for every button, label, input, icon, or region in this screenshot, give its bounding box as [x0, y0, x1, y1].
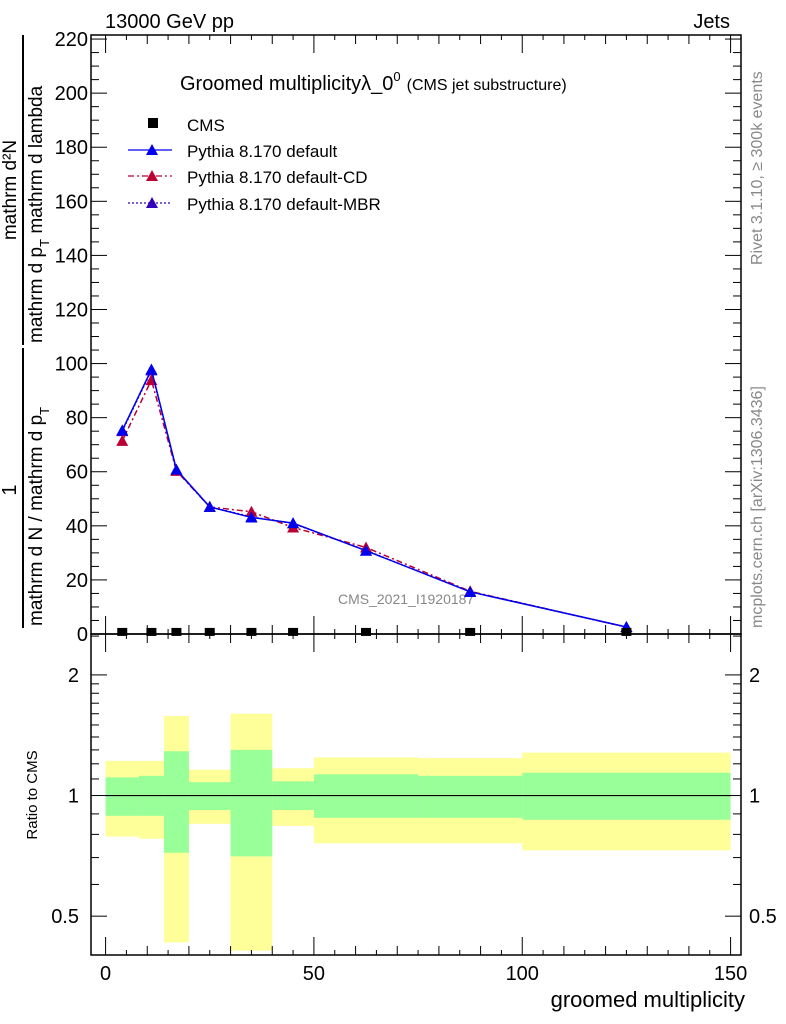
- header-energy: 13000 GeV pp: [105, 11, 234, 33]
- series-1-point: [203, 500, 216, 512]
- series-line-1: [121, 367, 627, 628]
- mcplots-label: mcplots.cern.ch [arXiv:1306.3436]: [749, 386, 766, 628]
- series-1-point: [464, 585, 477, 597]
- header-category: Jets: [693, 11, 730, 33]
- legend-label: Pythia 8.170 default: [187, 142, 338, 161]
- legend-triangle-marker: [146, 170, 158, 181]
- green-band-bin: [230, 749, 273, 857]
- y-tick-label: 200: [55, 83, 88, 105]
- x-tick-label: 150: [714, 963, 747, 985]
- green-band-bin: [418, 775, 523, 818]
- svg-text:mathrm d²N: mathrm d²N: [0, 140, 21, 240]
- cms-data-point: [171, 627, 182, 636]
- y-tick-label: 0: [77, 624, 88, 646]
- y-tick-label: 100: [55, 354, 88, 376]
- series-1-point: [360, 544, 372, 556]
- series-1-point: [245, 511, 258, 523]
- green-band-bin: [163, 751, 189, 853]
- legend: CMS Pythia 8.170 default Pythia 8.170 defa…: [128, 116, 381, 214]
- legend-label: Pythia 8.170 default-MBR: [187, 195, 381, 214]
- series-1-point: [170, 463, 183, 475]
- svg-text:1: 1: [0, 484, 21, 495]
- y-tick-label: 40: [66, 516, 88, 538]
- series-1-point: [287, 517, 300, 529]
- y-tick-label: 160: [55, 191, 88, 213]
- cms-data-point: [146, 627, 157, 636]
- cms-data-point: [117, 627, 128, 636]
- series-1-point: [116, 424, 129, 436]
- y-tick-label: 80: [66, 408, 88, 430]
- legend-label: CMS: [187, 116, 225, 135]
- legend-cms-marker: [148, 118, 158, 128]
- axes: 0 20 40 60 80 100 120 140 160 180 200 220 0 50 100 150 0…: [51, 29, 777, 985]
- y-tick-label: 20: [66, 570, 88, 592]
- y-tick-label: 120: [55, 299, 88, 321]
- green-band-bin: [105, 777, 139, 816]
- x-tick-label: 100: [506, 963, 539, 985]
- cms-data-point: [361, 627, 371, 636]
- series-2-point: [245, 505, 258, 517]
- ratio-bands: [105, 713, 731, 951]
- x-axis-label: groomed multiplicity: [551, 987, 745, 1012]
- legend-triangle-marker: [146, 144, 158, 155]
- series-line-3: [121, 368, 627, 628]
- ylabel-frac1-den: mathrm d N / mathrm d pT: [26, 407, 52, 626]
- ratio-y-tick-label: 1: [68, 786, 79, 808]
- ratio-y-tick-label: 0.5: [51, 906, 79, 928]
- main-y-axis-label: 1 mathrm d N / mathrm d pT mathrm d²N ma…: [0, 35, 52, 628]
- legend-label: Pythia 8.170 default-CD: [187, 168, 368, 187]
- y-tick-label: 180: [55, 137, 88, 159]
- cms-data-point: [465, 627, 476, 636]
- ratio-y-tick-label-right: 2: [749, 665, 760, 687]
- ratio-plot-frame: [90, 633, 742, 956]
- rivet-version-label: Rivet 3.1.10, ≥ 300k events: [749, 71, 766, 265]
- series-1-point: [145, 363, 158, 375]
- legend-triangle-marker: [146, 197, 158, 208]
- y-tick-label: 220: [55, 29, 88, 51]
- ylabel-frac2-den: mathrm d pT mathrm d lambda: [26, 85, 52, 343]
- ratio-y-axis-label: Ratio to CMS: [24, 750, 41, 839]
- y-tick-label: 140: [55, 245, 88, 267]
- y-tick-label: 60: [66, 462, 88, 484]
- ratio-y-tick-label-right: 1: [749, 786, 760, 808]
- plot-title: Groomed multiplicityλ_00(CMS jet substru…: [180, 69, 567, 95]
- series-2-point: [116, 434, 129, 446]
- analysis-watermark: CMS_2021_I1920187: [338, 591, 474, 607]
- green-band-bin: [522, 772, 731, 820]
- x-tick-label: 50: [303, 963, 325, 985]
- x-tick-label: 0: [100, 963, 111, 985]
- ratio-y-tick-label: 2: [68, 665, 79, 687]
- ratio-y-tick-label-right: 0.5: [749, 906, 777, 928]
